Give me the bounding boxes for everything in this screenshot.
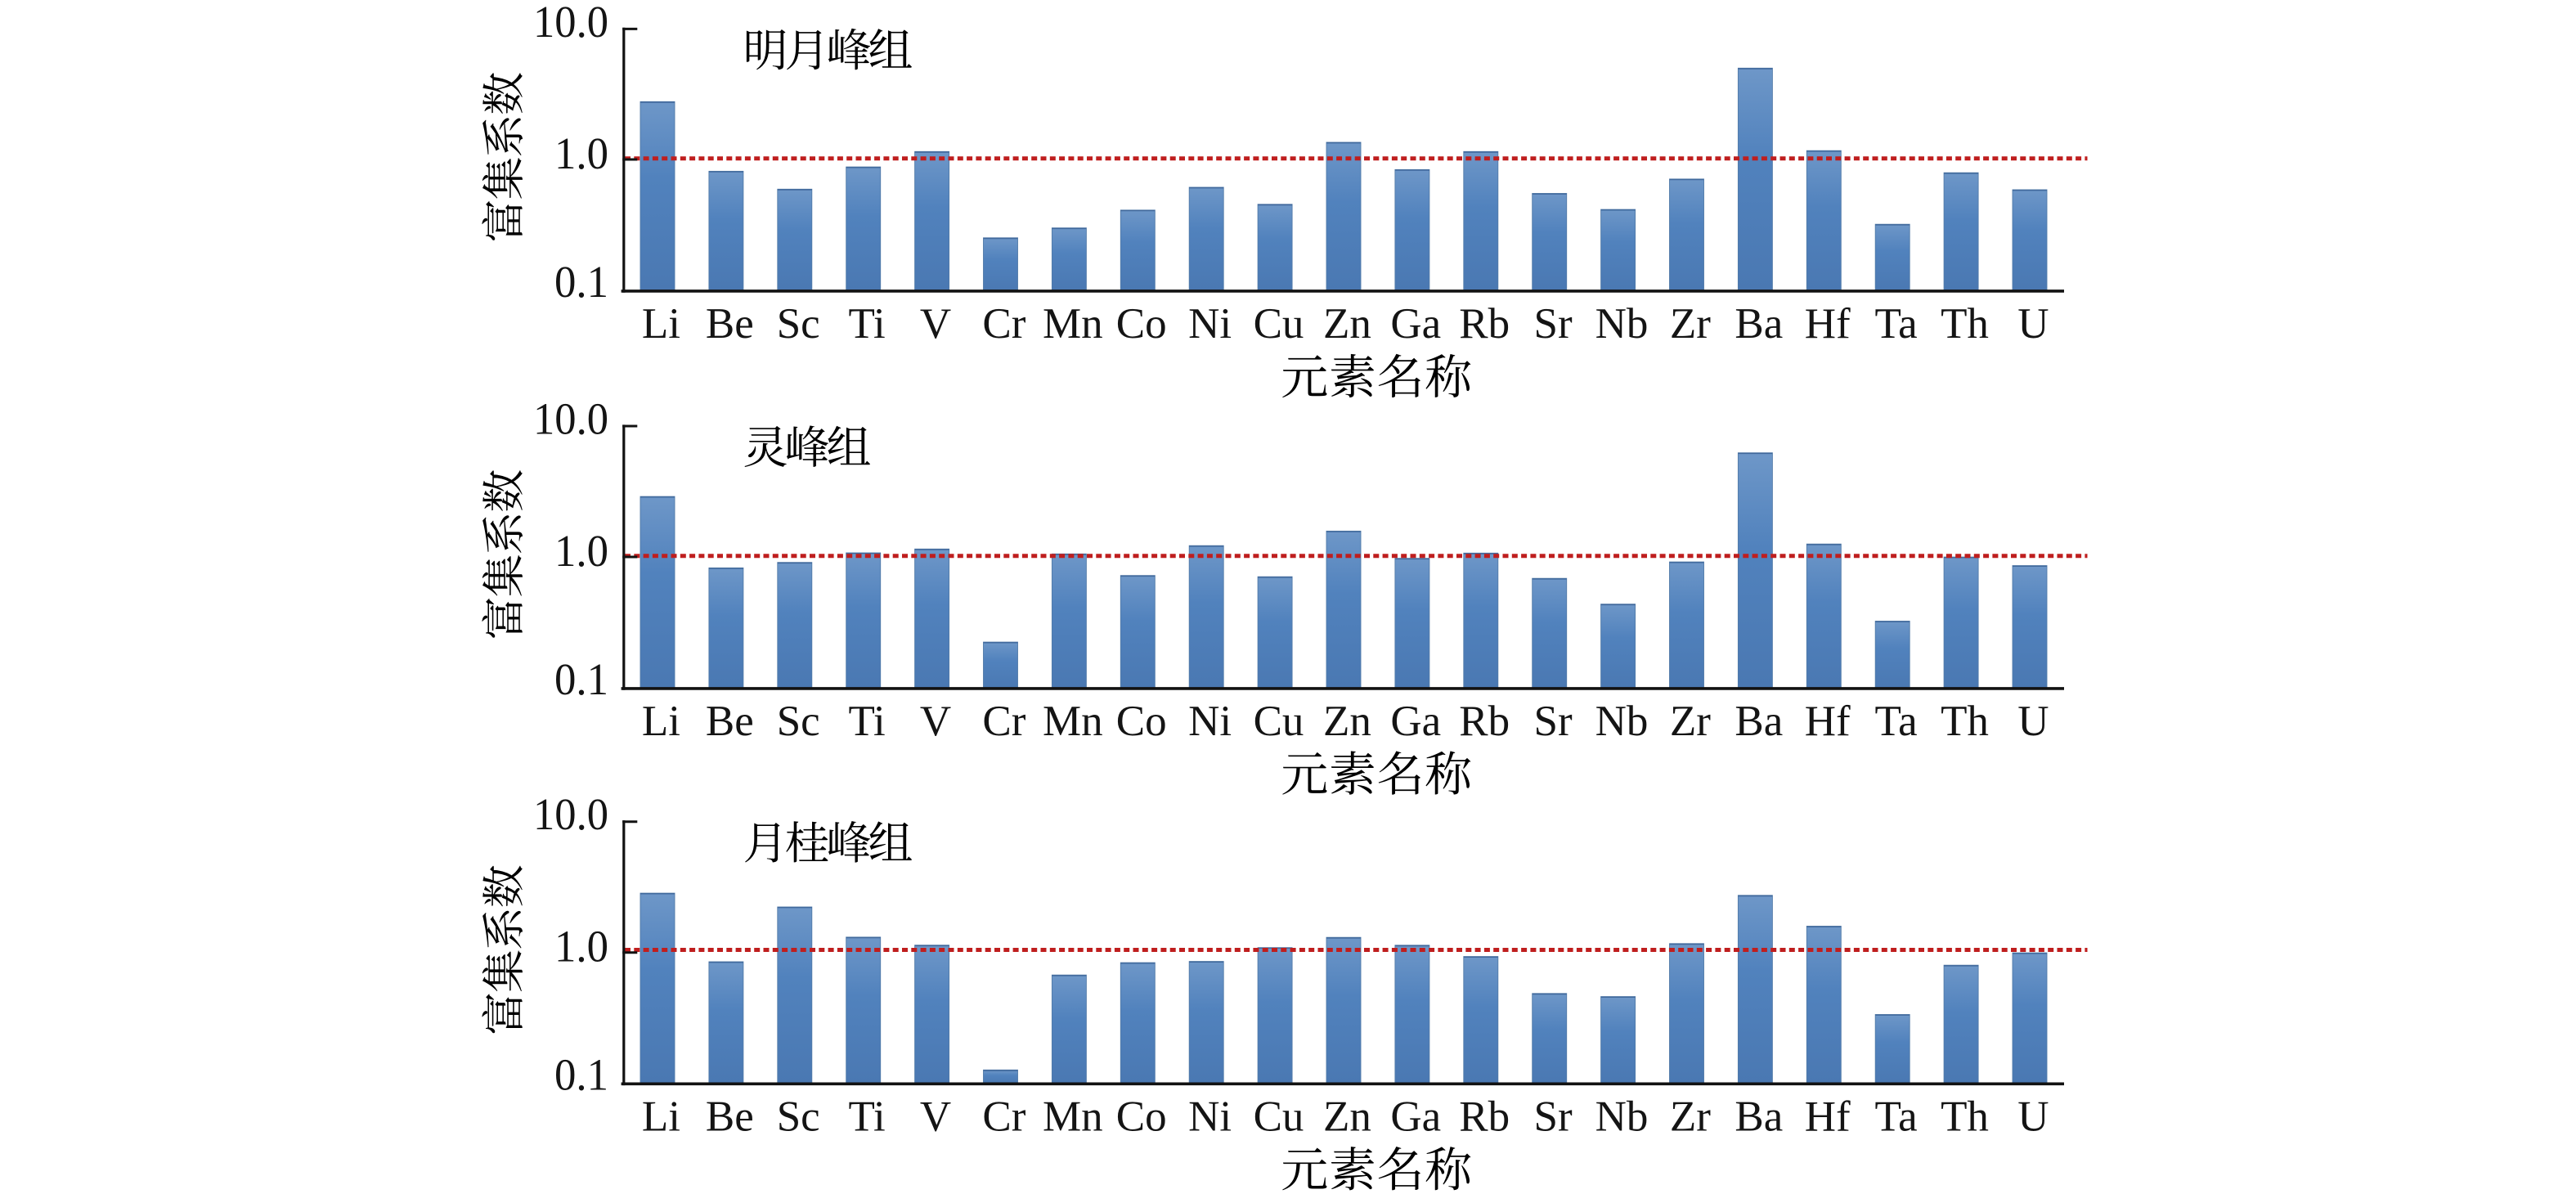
svg-text:Sc: Sc: [777, 1093, 820, 1141]
svg-text:Ti: Ti: [848, 300, 885, 348]
svg-text:0.1: 0.1: [554, 654, 608, 704]
svg-text:Cu: Cu: [1254, 698, 1304, 745]
svg-text:V: V: [920, 1093, 951, 1141]
svg-text:Be: Be: [706, 300, 754, 348]
svg-text:Ga: Ga: [1390, 1093, 1441, 1141]
svg-text:Cr: Cr: [982, 1093, 1025, 1141]
svg-text:Ga: Ga: [1390, 698, 1441, 745]
svg-text:Hf: Hf: [1805, 698, 1851, 745]
svg-text:Th: Th: [1941, 1093, 1989, 1141]
svg-text:10.0: 10.0: [533, 789, 608, 839]
svg-text:Cu: Cu: [1254, 300, 1304, 348]
svg-text:Li: Li: [642, 1093, 680, 1141]
svg-text:Cr: Cr: [982, 300, 1025, 348]
svg-text:0.1: 0.1: [554, 1050, 608, 1100]
svg-text:U: U: [2017, 698, 2049, 745]
svg-text:1.0: 1.0: [554, 526, 608, 576]
svg-text:Nb: Nb: [1595, 1093, 1649, 1141]
svg-text:1.0: 1.0: [554, 128, 608, 178]
svg-text:Zn: Zn: [1323, 300, 1371, 348]
svg-text:Be: Be: [706, 698, 754, 745]
svg-text:U: U: [2017, 300, 2049, 348]
svg-text:Th: Th: [1941, 300, 1989, 348]
svg-text:Rb: Rb: [1459, 698, 1510, 745]
svg-text:10.0: 10.0: [533, 0, 608, 47]
svg-text:Sr: Sr: [1534, 1093, 1573, 1141]
svg-text:Rb: Rb: [1459, 300, 1510, 348]
svg-text:Zr: Zr: [1670, 698, 1711, 745]
svg-text:Ba: Ba: [1735, 1093, 1783, 1141]
svg-text:Sc: Sc: [777, 698, 820, 745]
svg-text:Mn: Mn: [1043, 1093, 1103, 1141]
svg-text:Ta: Ta: [1874, 300, 1917, 348]
svg-text:Ni: Ni: [1188, 1093, 1232, 1141]
svg-text:Co: Co: [1116, 698, 1167, 745]
svg-text:Th: Th: [1941, 698, 1989, 745]
svg-text:Mn: Mn: [1043, 300, 1103, 348]
svg-text:U: U: [2017, 1093, 2049, 1141]
svg-text:Zr: Zr: [1670, 300, 1711, 348]
svg-text:Ta: Ta: [1874, 698, 1917, 745]
svg-text:Sr: Sr: [1534, 698, 1573, 745]
svg-text:Li: Li: [642, 698, 680, 745]
svg-text:Be: Be: [706, 1093, 754, 1141]
svg-text:Co: Co: [1116, 300, 1167, 348]
svg-text:Sr: Sr: [1534, 300, 1573, 348]
svg-text:Cr: Cr: [982, 698, 1025, 745]
svg-text:Ni: Ni: [1188, 300, 1232, 348]
svg-text:Cu: Cu: [1254, 1093, 1304, 1141]
svg-text:Nb: Nb: [1595, 300, 1649, 348]
svg-text:Ti: Ti: [848, 698, 885, 745]
svg-text:Co: Co: [1116, 1093, 1167, 1141]
svg-text:Ti: Ti: [848, 1093, 885, 1141]
svg-text:Ga: Ga: [1390, 300, 1441, 348]
svg-text:Ta: Ta: [1874, 1093, 1917, 1141]
svg-text:Ni: Ni: [1188, 698, 1232, 745]
svg-text:Nb: Nb: [1595, 698, 1649, 745]
svg-text:Ba: Ba: [1735, 300, 1783, 348]
svg-text:10.0: 10.0: [533, 393, 608, 443]
svg-text:V: V: [920, 698, 951, 745]
svg-text:Zr: Zr: [1670, 1093, 1711, 1141]
svg-text:Hf: Hf: [1805, 1093, 1851, 1141]
svg-text:Li: Li: [642, 300, 680, 348]
svg-text:Zn: Zn: [1323, 698, 1371, 745]
svg-text:Ba: Ba: [1735, 698, 1783, 745]
svg-text:Mn: Mn: [1043, 698, 1103, 745]
svg-text:Zn: Zn: [1323, 1093, 1371, 1141]
svg-text:1.0: 1.0: [554, 922, 608, 972]
svg-text:0.1: 0.1: [554, 257, 608, 307]
svg-text:Hf: Hf: [1805, 300, 1851, 348]
svg-text:Sc: Sc: [777, 300, 820, 348]
svg-text:Rb: Rb: [1459, 1093, 1510, 1141]
svg-text:V: V: [920, 300, 951, 348]
